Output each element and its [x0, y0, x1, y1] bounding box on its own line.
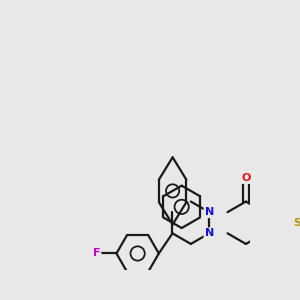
Text: O: O [241, 173, 250, 183]
Text: S: S [293, 218, 300, 228]
Text: F: F [93, 248, 100, 259]
Text: N: N [205, 207, 214, 217]
Text: N: N [205, 228, 214, 238]
